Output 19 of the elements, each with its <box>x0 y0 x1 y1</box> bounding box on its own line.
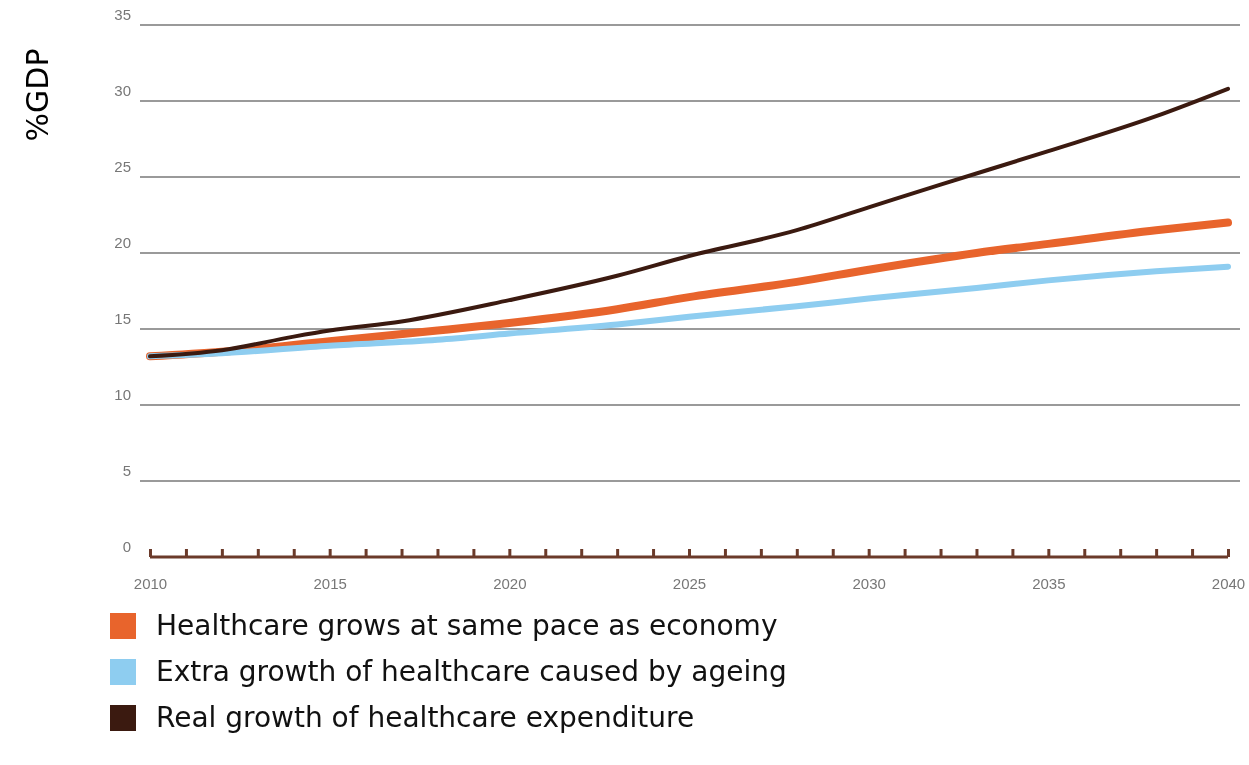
x-tick-label: 2010 <box>133 575 168 592</box>
y-tick-label: 15 <box>114 310 131 328</box>
x-tick-label: 2040 <box>1211 575 1246 592</box>
y-tick-label: 30 <box>114 82 131 100</box>
y-tick-label: 0 <box>122 538 131 556</box>
x-tick-label: 2035 <box>1032 575 1066 592</box>
x-tick-label: 2015 <box>313 575 347 592</box>
x-tick-label: 2030 <box>852 575 886 592</box>
x-tick-label: 2020 <box>493 575 527 592</box>
y-axis-title: %GDP <box>20 48 55 142</box>
y-tick-label: 20 <box>114 234 131 252</box>
legend-label: Extra growth of healthcare caused by ageing <box>156 655 787 688</box>
legend-label: Real growth of healthcare expenditure <box>156 701 695 734</box>
y-tick-label: 10 <box>114 386 131 404</box>
y-tick-label: 25 <box>114 158 131 176</box>
legend-label: Healthcare grows at same pace as economy <box>156 609 778 642</box>
y-tick-label: 35 <box>114 6 131 24</box>
x-tick-label: 2025 <box>672 575 707 592</box>
y-tick-label: 5 <box>122 462 131 480</box>
